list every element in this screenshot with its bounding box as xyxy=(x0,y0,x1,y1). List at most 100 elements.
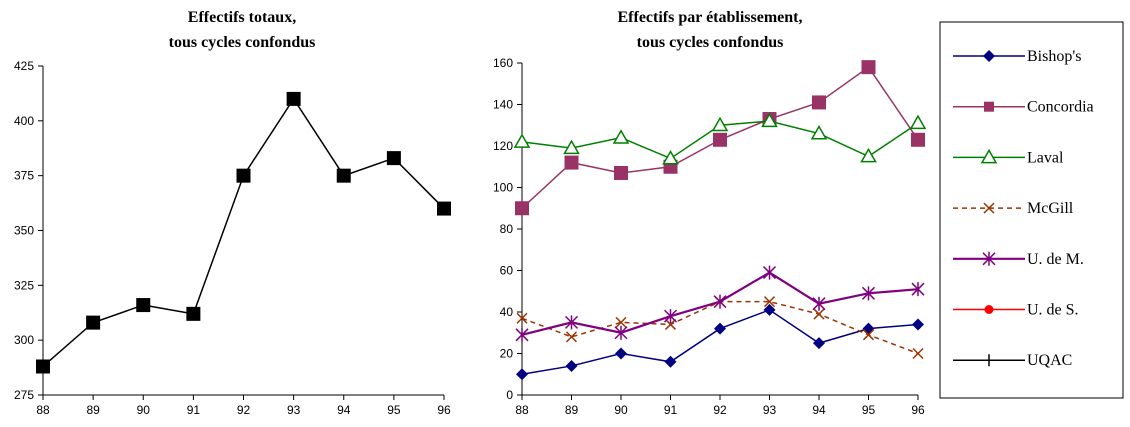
x-tick-label: 90 xyxy=(614,403,628,417)
y-tick-label: 100 xyxy=(493,181,513,195)
data-point xyxy=(614,325,628,340)
y-tick-label: 350 xyxy=(14,224,34,238)
x-tick-label: 94 xyxy=(337,403,351,417)
x-tick-label: 89 xyxy=(565,403,579,417)
x-tick-label: 91 xyxy=(664,403,678,417)
legend-label: Bishop's xyxy=(1027,48,1081,65)
data-point xyxy=(812,95,826,110)
data-point xyxy=(516,368,528,381)
y-tick-label: 60 xyxy=(500,264,514,278)
series-line xyxy=(521,309,919,375)
y-tick-label: 400 xyxy=(14,114,34,128)
y-tick-label: 275 xyxy=(14,388,34,402)
data-point xyxy=(861,60,876,75)
chart2-title-line1: Effectifs par établissement, xyxy=(618,9,803,26)
legend-item: UQAC xyxy=(953,352,1072,369)
data-point xyxy=(513,133,531,148)
x-tick-label: 95 xyxy=(862,403,876,417)
data-point xyxy=(714,322,726,335)
data-point xyxy=(136,298,151,313)
legend-label: Laval xyxy=(1027,149,1064,166)
data-point xyxy=(711,116,729,132)
data-point xyxy=(564,315,579,330)
legend-marker xyxy=(980,148,998,164)
y-tick-label: 20 xyxy=(500,347,514,361)
data-point xyxy=(612,129,630,144)
legend-item: U. de S. xyxy=(953,302,1079,319)
x-tick-label: 88 xyxy=(36,403,50,417)
data-point xyxy=(615,316,627,328)
x-tick-label: 95 xyxy=(387,403,401,417)
data-point xyxy=(860,147,877,163)
x-tick-label: 90 xyxy=(137,403,151,417)
data-point xyxy=(86,315,101,330)
legend-label: U. de S. xyxy=(1027,302,1079,319)
x-tick-label: 94 xyxy=(812,403,826,417)
data-point xyxy=(909,114,927,130)
x-tick-label: 92 xyxy=(237,403,251,417)
legend-item: McGill xyxy=(953,200,1074,217)
legend-marker xyxy=(982,251,996,266)
series-line xyxy=(42,97,445,368)
y-tick-label: 0 xyxy=(506,388,513,402)
legend-label: U. de M. xyxy=(1027,251,1084,268)
y-tick-label: 425 xyxy=(14,59,34,73)
legend-marker xyxy=(984,101,994,112)
data-point xyxy=(911,132,925,147)
data-point xyxy=(565,359,578,372)
legend-label: UQAC xyxy=(1027,352,1072,369)
y-tick-label: 120 xyxy=(493,139,513,153)
y-tick-label: 375 xyxy=(14,169,34,183)
data-point xyxy=(515,201,529,216)
x-tick-label: 96 xyxy=(911,403,925,417)
legend: Bishop's Concordia Laval McGill U. de M. U. d… xyxy=(953,48,1094,369)
legend-label: McGill xyxy=(1027,200,1074,217)
data-point xyxy=(862,329,875,341)
legend-item: U. de M. xyxy=(953,251,1084,268)
y-tick-label: 40 xyxy=(500,305,514,319)
data-point xyxy=(236,168,251,183)
legend-item: Concordia xyxy=(953,99,1094,116)
y-tick-label: 300 xyxy=(14,333,34,347)
legend-marker xyxy=(983,354,995,367)
data-point xyxy=(614,165,628,180)
data-point xyxy=(812,296,826,311)
data-point xyxy=(763,303,776,316)
legend-marker xyxy=(984,305,994,314)
data-point xyxy=(761,112,778,128)
x-tick-label: 93 xyxy=(763,403,777,417)
legend-marker xyxy=(983,50,995,62)
x-tick-label: 91 xyxy=(187,403,201,417)
data-point xyxy=(861,286,876,301)
data-point xyxy=(664,318,677,330)
legend-item: Laval xyxy=(953,148,1064,166)
data-point xyxy=(663,309,678,324)
chart1-title-line1: Effectifs totaux, xyxy=(188,9,296,26)
data-point xyxy=(810,125,828,140)
data-point xyxy=(615,347,627,360)
data-point xyxy=(713,294,727,309)
data-point xyxy=(763,296,776,308)
x-tick-label: 89 xyxy=(86,403,100,417)
y-tick-label: 80 xyxy=(500,222,514,236)
y-tick-label: 140 xyxy=(493,98,513,112)
data-point xyxy=(516,312,528,324)
data-point xyxy=(336,168,351,183)
x-tick-label: 92 xyxy=(713,403,727,417)
data-point xyxy=(564,155,579,170)
legend-marker xyxy=(983,202,995,214)
data-point xyxy=(386,151,401,166)
data-point xyxy=(713,132,727,147)
data-point xyxy=(565,331,578,343)
data-point xyxy=(36,359,50,374)
y-tick-label: 160 xyxy=(493,56,513,70)
data-point xyxy=(662,149,679,165)
legend-label: Concordia xyxy=(1027,99,1094,116)
legend-box xyxy=(939,21,1124,399)
chart1-plot: 275 300 325 350 375 400 425 88 89 90 91 92 93 94 95 96 xyxy=(14,59,451,417)
data-point xyxy=(862,322,875,335)
data-point xyxy=(912,347,924,360)
legend-item: Bishop's xyxy=(953,48,1081,65)
chart1-title-line2: tous cycles confondus xyxy=(169,34,316,51)
chart2-title-line2: tous cycles confondus xyxy=(637,34,784,51)
